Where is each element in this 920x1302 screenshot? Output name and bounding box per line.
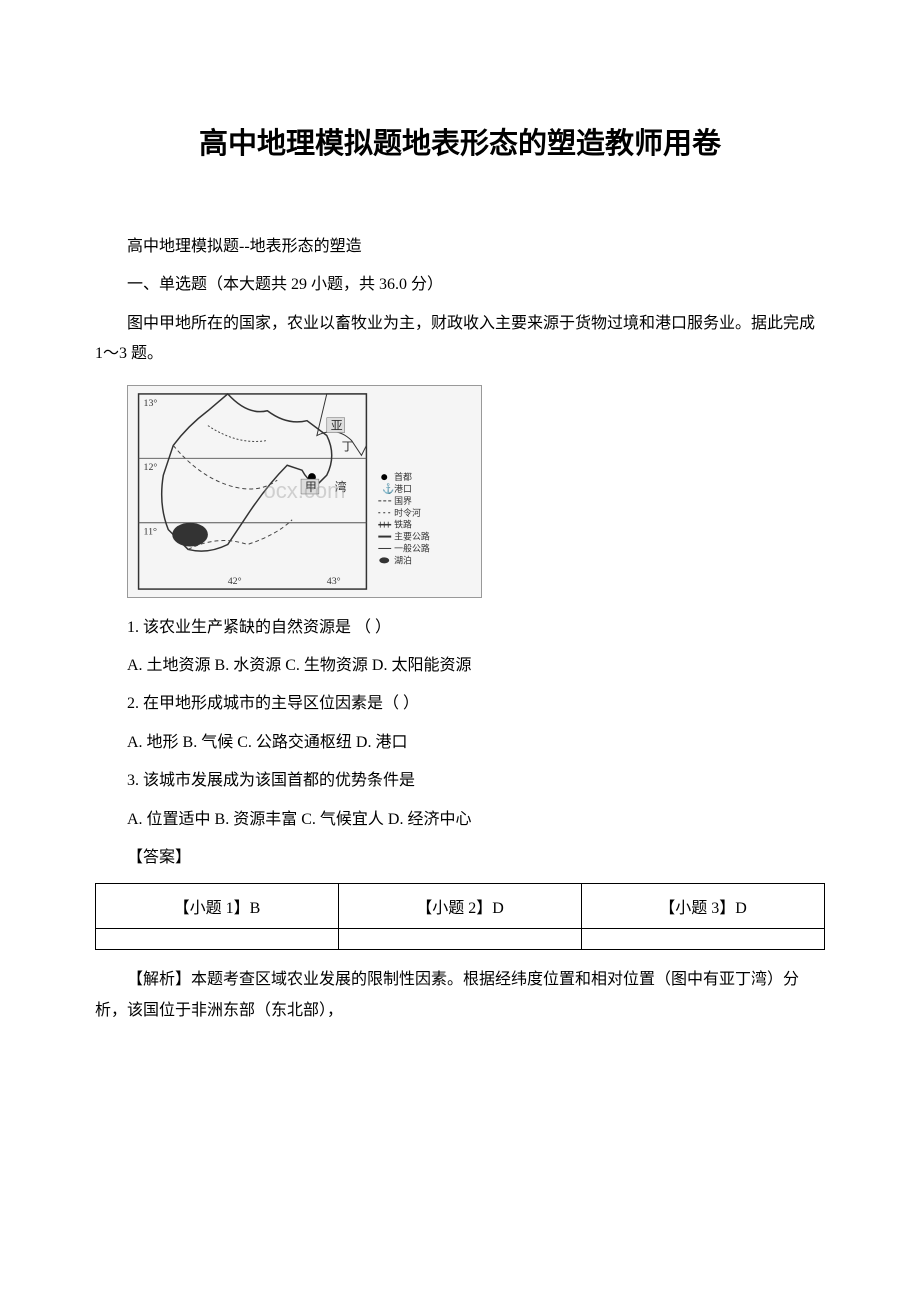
answer-label: 【答案】: [95, 843, 825, 873]
lat-11: 11°: [144, 526, 158, 537]
svg-text:时令河: 时令河: [394, 506, 421, 517]
lake-icon: [172, 522, 208, 546]
context-paragraph: 图中甲地所在的国家，农业以畜牧业为主，财政收入主要来源于货物过境和港口服务业。据…: [95, 309, 825, 370]
question-1-options: A. 土地资源 B. 水资源 C. 生物资源 D. 太阳能资源: [95, 651, 825, 681]
svg-text:一般公路: 一般公路: [394, 542, 430, 553]
svg-text:湖泊: 湖泊: [394, 555, 412, 565]
svg-text:铁路: 铁路: [394, 518, 412, 529]
answer-table: 【小题 1】B 【小题 2】D 【小题 3】D: [95, 883, 825, 950]
lon-42: 42°: [228, 576, 242, 587]
question-2: 2. 在甲地形成城市的主导区位因素是（ ）: [95, 689, 825, 719]
svg-text:首都: 首都: [394, 471, 412, 482]
question-2-options: A. 地形 B. 气候 C. 公路交通枢纽 D. 港口: [95, 728, 825, 758]
document-title: 高中地理模拟题地表形态的塑造教师用卷: [95, 120, 825, 162]
table-cell: [96, 929, 339, 950]
table-cell: [339, 929, 582, 950]
map-legend: 首都 ⚓ 港口 国界 时令河 铁路 主要公路 一般公路 湖泊: [378, 471, 430, 565]
svg-text:国界: 国界: [394, 495, 412, 505]
label-wan: 湾: [335, 480, 347, 494]
svg-text:⚓: ⚓: [382, 483, 394, 495]
label-ding: 丁: [342, 439, 354, 453]
table-cell: 【小题 3】D: [582, 884, 825, 929]
subtitle: 高中地理模拟题--地表形态的塑造: [95, 232, 825, 262]
label-ya: 亚: [331, 418, 343, 432]
table-cell: [582, 929, 825, 950]
question-1: 1. 该农业生产紧缺的自然资源是 （ ）: [95, 613, 825, 643]
svg-text:主要公路: 主要公路: [394, 530, 430, 541]
lat-12: 12°: [144, 462, 158, 473]
table-cell: 【小题 2】D: [339, 884, 582, 929]
table-row: 【小题 1】B 【小题 2】D 【小题 3】D: [96, 884, 825, 929]
lat-13: 13°: [144, 397, 158, 408]
table-row: [96, 929, 825, 950]
analysis-paragraph: 【解析】本题考查区域农业发展的限制性因素。根据经纬度位置和相对位置（图中有亚丁湾…: [95, 965, 825, 1026]
lon-43: 43°: [327, 576, 341, 587]
map-figure: 13° 12° 11° 42° 43° 亚 丁 甲 湾 首都 ⚓ 港口 国界: [127, 385, 482, 598]
question-3: 3. 该城市发展成为该国首都的优势条件是: [95, 766, 825, 796]
section-heading: 一、单选题（本大题共 29 小题，共 36.0 分）: [95, 270, 825, 300]
label-jia: 甲: [305, 480, 317, 494]
table-cell: 【小题 1】B: [96, 884, 339, 929]
question-3-options: A. 位置适中 B. 资源丰富 C. 气候宜人 D. 经济中心: [95, 805, 825, 835]
svg-text:港口: 港口: [394, 483, 412, 494]
